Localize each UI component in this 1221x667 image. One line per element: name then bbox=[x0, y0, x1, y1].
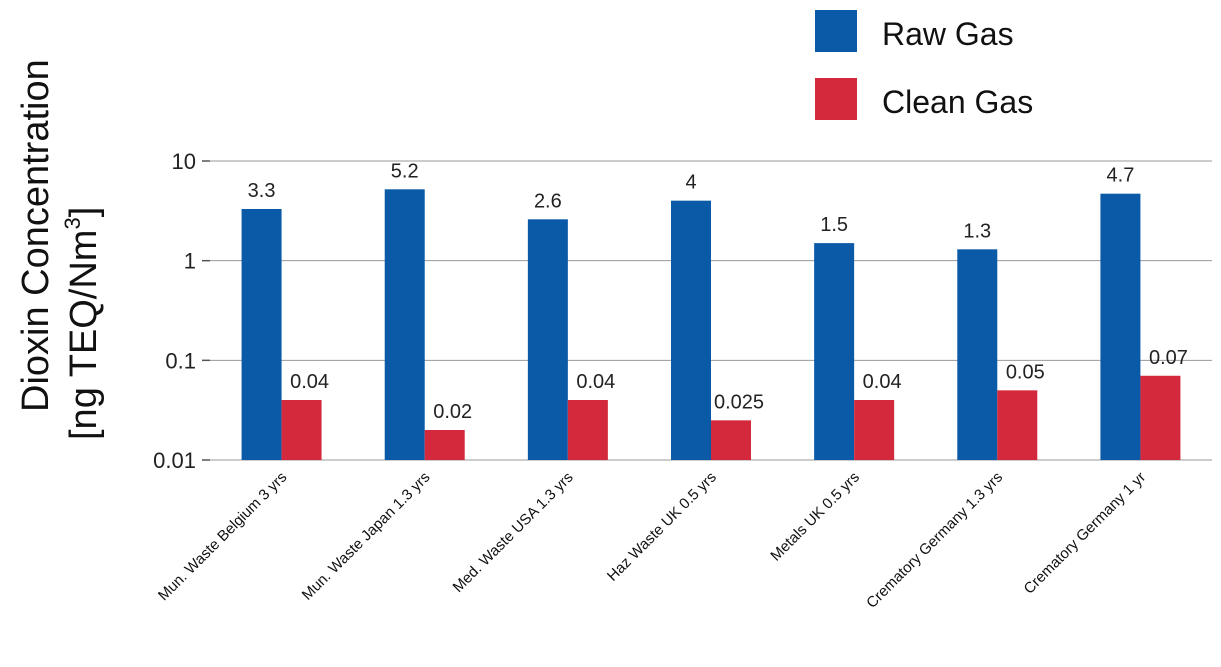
y-tick-label-1: 1 bbox=[184, 249, 196, 274]
data-label-clean-gas-1: 0.04 bbox=[290, 371, 329, 393]
data-label-raw-gas-7: 4.7 bbox=[1107, 165, 1135, 187]
legend-label-clean-gas: Clean Gas bbox=[882, 84, 1033, 120]
bar-raw-gas-1 bbox=[241, 208, 282, 460]
data-label-clean-gas-5: 0.04 bbox=[863, 371, 902, 393]
bar-raw-gas-4 bbox=[671, 200, 711, 460]
bar-clean-gas-3 bbox=[567, 399, 608, 460]
y-axis-unit-superscript: 3 bbox=[60, 217, 85, 229]
bar-clean-gas-6 bbox=[997, 390, 1038, 460]
y-tick-label-0-1: 0.1 bbox=[165, 348, 196, 373]
data-label-raw-gas-4: 4 bbox=[685, 172, 696, 194]
bar-raw-gas-7 bbox=[1100, 193, 1141, 460]
data-label-raw-gas-1: 3.3 bbox=[248, 180, 276, 202]
data-label-raw-gas-3: 2.6 bbox=[534, 190, 562, 212]
data-label-clean-gas-3: 0.04 bbox=[576, 371, 615, 393]
y-tick-label-0-01: 0.01 bbox=[153, 448, 196, 473]
category-label-3: Med. Waste USA 1.3 yrs bbox=[450, 469, 577, 596]
category-label-4: Haz Waste UK 0.5 yrs bbox=[604, 469, 720, 585]
bar-raw-gas-3 bbox=[527, 219, 568, 460]
bar-clean-gas-7 bbox=[1140, 375, 1181, 460]
category-label-2: Mun. Waste Japan 1.3 yrs bbox=[299, 469, 434, 604]
data-label-clean-gas-7: 0.07 bbox=[1149, 347, 1188, 369]
data-label-raw-gas-5: 1.5 bbox=[820, 214, 848, 236]
data-label-clean-gas-4: 0.025 bbox=[714, 391, 764, 413]
y-axis-unit-prefix: [ng TEQ/Nm bbox=[63, 230, 105, 440]
legend-label-raw-gas: Raw Gas bbox=[882, 16, 1014, 52]
y-axis-unit-suffix: ] bbox=[63, 207, 105, 218]
bar-raw-gas-2 bbox=[384, 189, 425, 460]
category-label-7: Crematory Germany 1 yr bbox=[1021, 469, 1150, 598]
legend: Raw Gas Clean Gas bbox=[815, 10, 1033, 120]
bar-clean-gas-5 bbox=[854, 399, 895, 460]
legend-swatch-clean-gas bbox=[815, 78, 857, 120]
legend-swatch-raw-gas bbox=[815, 10, 857, 52]
y-axis-title-line1: Dioxin Concentration bbox=[15, 59, 57, 412]
y-axis-title-line2: [ng TEQ/Nm3] bbox=[60, 207, 105, 440]
data-label-clean-gas-6: 0.05 bbox=[1006, 361, 1045, 383]
bar-clean-gas-1 bbox=[281, 399, 322, 460]
data-label-raw-gas-2: 5.2 bbox=[391, 160, 419, 182]
category-label-6: Crematory Germany 1.3 yrs bbox=[863, 469, 1006, 612]
bar-raw-gas-6 bbox=[957, 249, 998, 460]
bar-raw-gas-5 bbox=[814, 243, 855, 460]
y-tick-label-10: 10 bbox=[172, 149, 196, 174]
y-axis-unit: [ng TEQ/Nm3] bbox=[60, 207, 105, 440]
category-label-1: Mun. Waste Belgium 3 yrs bbox=[155, 469, 290, 604]
data-label-clean-gas-2: 0.02 bbox=[433, 401, 472, 423]
category-label-5: Metals UK 0.5 yrs bbox=[767, 469, 863, 565]
bar-clean-gas-4 bbox=[711, 420, 751, 460]
bar-clean-gas-2 bbox=[424, 429, 465, 460]
category-labels-layer: Mun. Waste Belgium 3 yrs Mun. Waste Japan… bbox=[155, 469, 1149, 612]
data-label-raw-gas-6: 1.3 bbox=[963, 220, 991, 242]
data-labels-layer: 3.3 0.04 5.2 0.02 2.6 0.04 4 0.025 1.5 0.04 1.3 0.0… bbox=[248, 160, 1188, 423]
bars-layer bbox=[241, 189, 1181, 460]
y-axis-title: Dioxin Concentration bbox=[15, 59, 57, 412]
